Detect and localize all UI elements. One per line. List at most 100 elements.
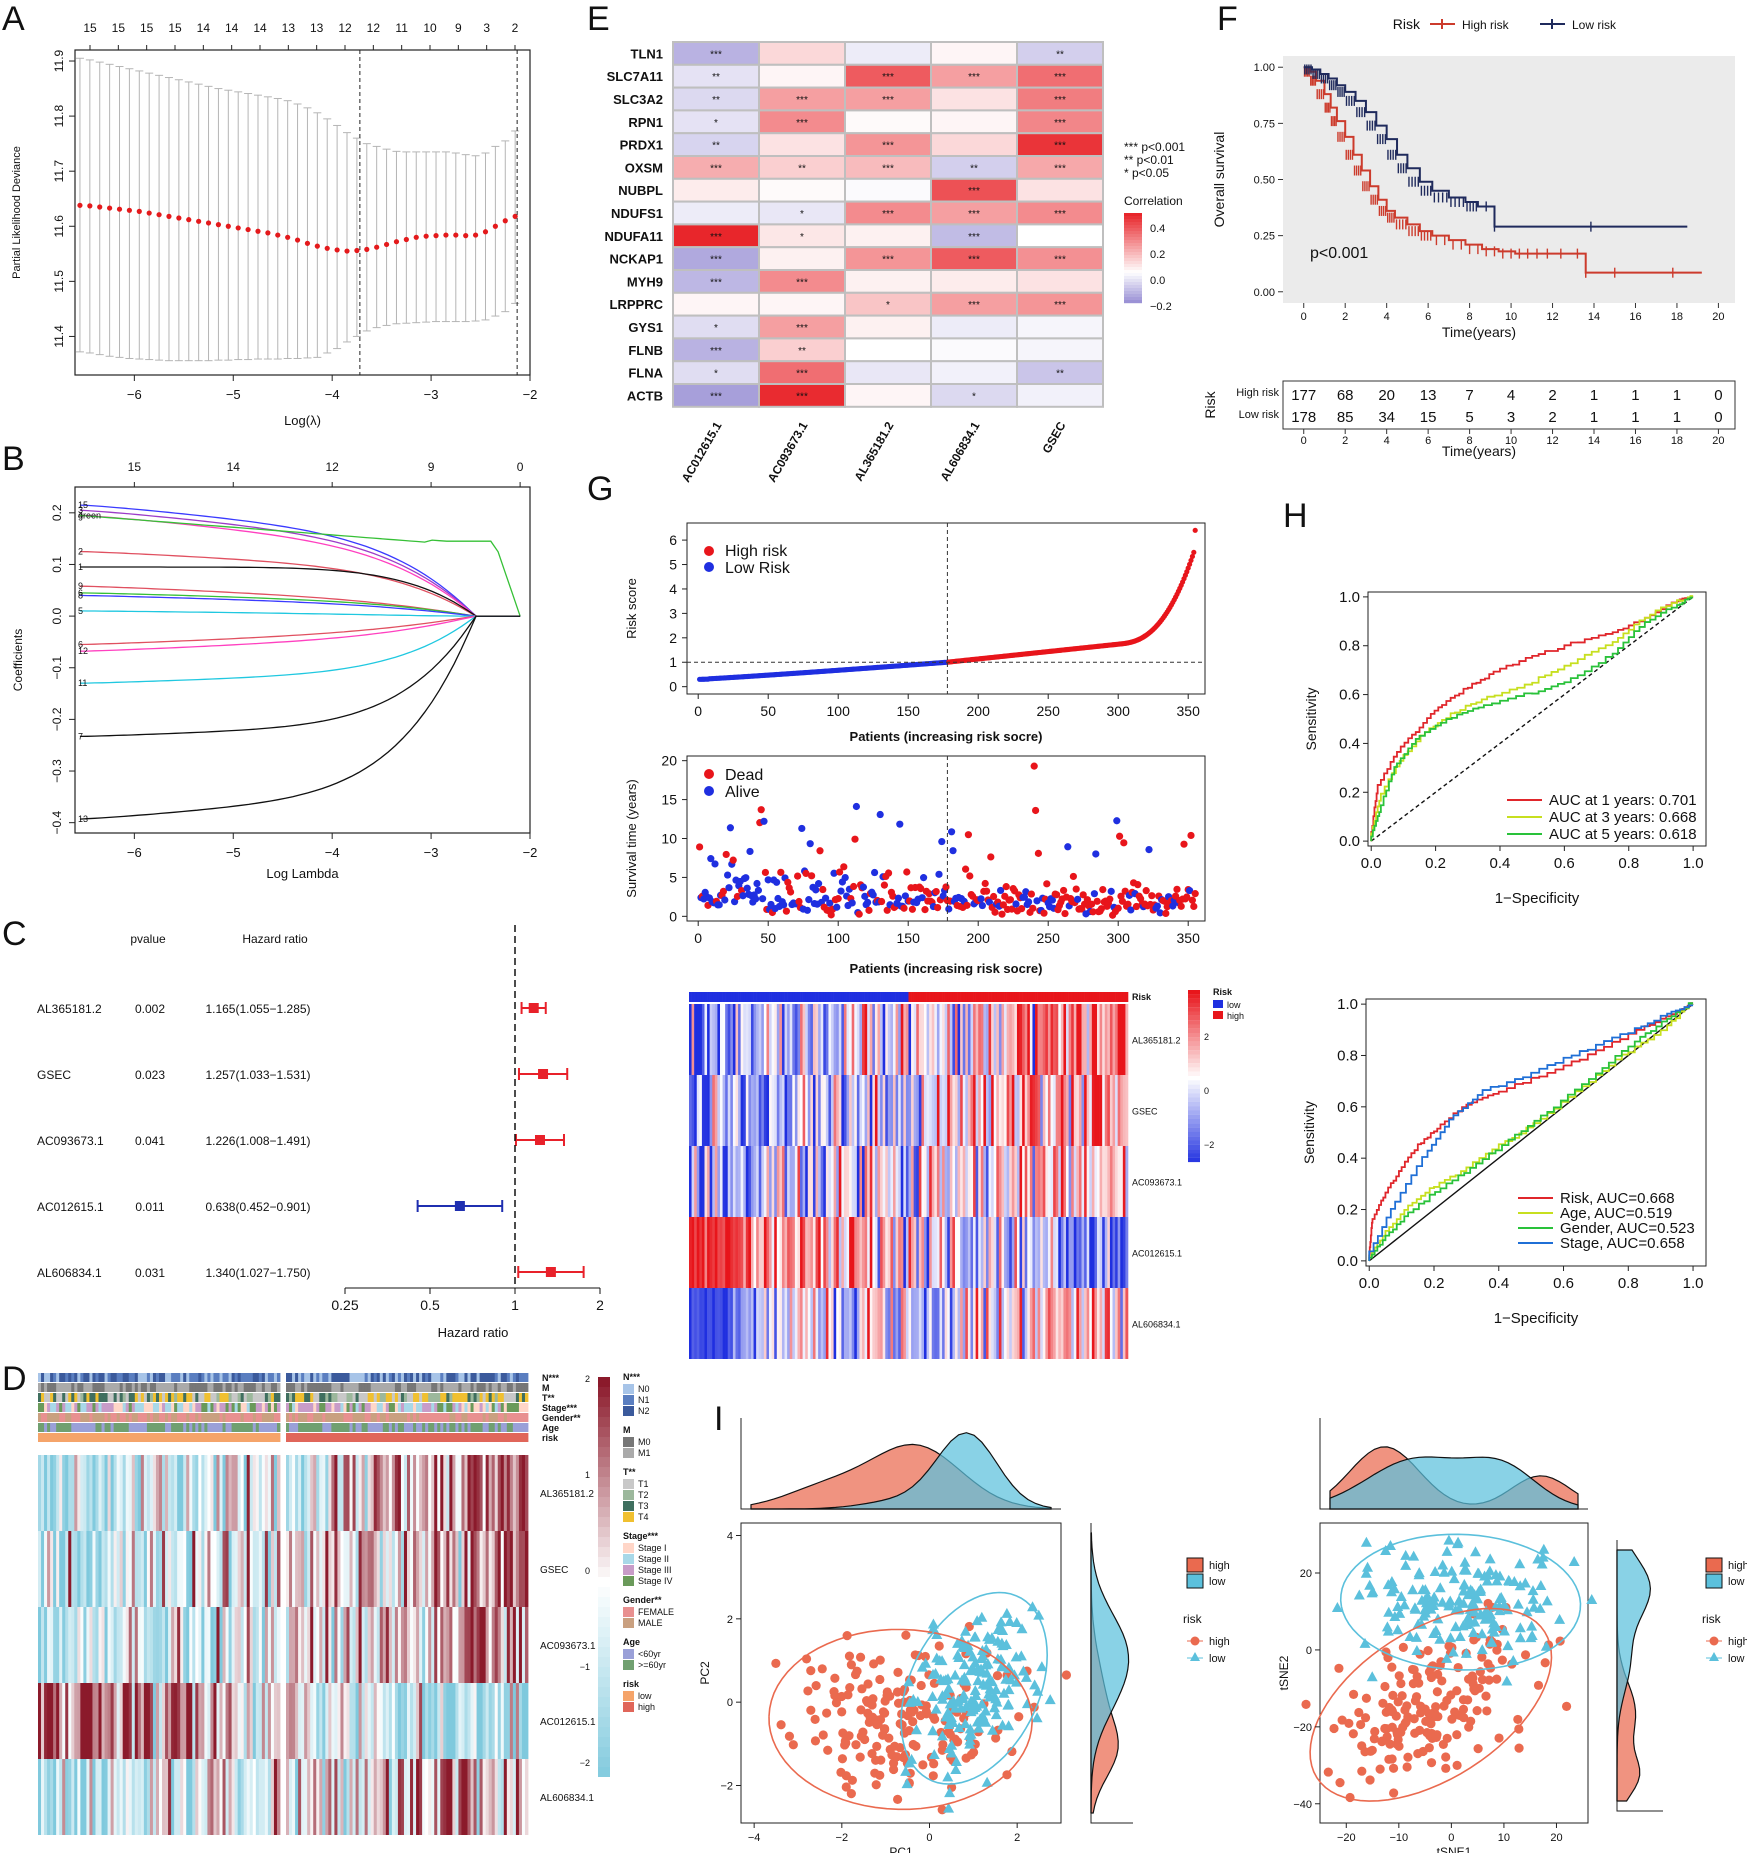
heatmap-cell [1058, 1288, 1062, 1359]
annotation-cell [98, 1403, 102, 1412]
annotation-cell [425, 1433, 429, 1442]
heatmap-cell [95, 1683, 99, 1759]
x-tick-label: 6 [1425, 435, 1431, 447]
annotation-cell [289, 1423, 293, 1432]
heatmap-cell [328, 1607, 332, 1683]
annotation-cell [307, 1413, 311, 1422]
point-high [837, 1707, 847, 1717]
significance-stars: * [714, 118, 718, 129]
heatmap-cell [428, 1531, 432, 1607]
annotation-cell [292, 1403, 296, 1412]
colorbar-tick: −0.2 [1150, 301, 1172, 313]
heatmap-cell [488, 1683, 493, 1759]
annotation-cell [385, 1403, 390, 1412]
heatmap-cell [753, 1075, 757, 1146]
survival-point [715, 901, 723, 909]
heatmap-cell [461, 1683, 465, 1759]
annotation-cell [104, 1433, 108, 1442]
y-tick-label: 11.4 [52, 325, 66, 348]
annotation-cell [128, 1393, 133, 1402]
annotation-cell [183, 1433, 187, 1442]
heatmap-cell [1084, 1146, 1087, 1217]
heatmap-cell [867, 1146, 871, 1217]
heatmap-cell [416, 1759, 420, 1835]
corr-cell [758, 41, 846, 66]
heatmap-cell [449, 1455, 453, 1531]
annotation-cell [59, 1403, 63, 1412]
annotation-cell [237, 1373, 242, 1382]
annotation-cell [107, 1383, 111, 1392]
heatmap-cell [864, 1004, 868, 1075]
risk-annotation-cell [1035, 992, 1038, 1002]
annotation-cell [186, 1403, 190, 1412]
risk-annotation-cell [1089, 992, 1093, 1002]
heatmap-cell [95, 1455, 99, 1531]
risk-annotation-cell [895, 992, 899, 1002]
annotation-cell [77, 1413, 81, 1422]
annotation-cell [518, 1403, 523, 1412]
annotation-cell [479, 1413, 484, 1422]
annotation-cell [252, 1383, 257, 1392]
corr-cell [844, 337, 932, 363]
heatmap-cell [407, 1683, 411, 1759]
heatmap-cell [820, 1075, 824, 1146]
heatmap-cell [859, 1146, 863, 1217]
point-high [806, 1666, 816, 1676]
heatmap-cell [222, 1531, 226, 1607]
annotation-cell [358, 1423, 363, 1432]
heatmap-cell [960, 1075, 964, 1146]
heatmap-cell [694, 1146, 698, 1217]
y-axis-label: Overall survival [1211, 132, 1227, 228]
annotation-cell [80, 1423, 84, 1432]
heatmap-cell [836, 1075, 840, 1146]
heatmap-cell [346, 1455, 350, 1531]
annotation-cell [201, 1403, 205, 1412]
annotation-cell [506, 1413, 511, 1422]
heatmap-cell [503, 1683, 508, 1759]
heatmap-cell [437, 1455, 441, 1531]
heatmap-cell [949, 1288, 953, 1359]
heatmap-cell [1125, 1146, 1129, 1217]
heatmap-cell [228, 1683, 232, 1759]
survival-point [864, 898, 872, 906]
heatmap-cell [307, 1607, 311, 1683]
heatmap-cell [895, 1217, 899, 1288]
heatmap-cell [978, 1288, 982, 1359]
heatmap-cell [712, 1146, 716, 1217]
heatmap-cell [273, 1455, 278, 1531]
heatmap-cell [122, 1455, 127, 1531]
annotation-cell [210, 1383, 214, 1392]
point-high [870, 1768, 880, 1778]
annotation-cell [289, 1433, 293, 1442]
heatmap-cell [1089, 1288, 1093, 1359]
annotation-cell [41, 1373, 45, 1382]
risk-annotation-cell [908, 992, 912, 1002]
annotation-cell [159, 1373, 163, 1382]
corr-cell [758, 177, 846, 203]
annotation-cell [440, 1383, 444, 1392]
annotation-cell [316, 1413, 320, 1422]
annotation-cell [149, 1403, 154, 1412]
heatmap-cell [998, 1217, 1002, 1288]
heatmap-cell [869, 1288, 873, 1359]
annotation-cell [113, 1373, 118, 1382]
heatmap-gene-label: AL365181.2 [1132, 1036, 1181, 1046]
significance-stars: *** [1054, 255, 1066, 266]
risk-annotation-cell [1084, 992, 1087, 1002]
annotation-cell [379, 1383, 384, 1392]
heatmap-cell [255, 1759, 260, 1835]
heatmap-cell [38, 1683, 42, 1759]
heatmap-cell [812, 1288, 816, 1359]
colorbar-segment [598, 1427, 610, 1437]
heatmap-cell [1011, 1146, 1015, 1217]
annotation-cell [56, 1373, 60, 1382]
risk-annotation-cell [828, 992, 832, 1002]
annotation-cell [497, 1423, 502, 1432]
heatmap-cell [988, 1217, 992, 1288]
corr-cell [930, 337, 1018, 363]
heatmap-cell [44, 1759, 48, 1835]
heatmap-cell [1009, 1146, 1013, 1217]
annotation-cell [355, 1403, 359, 1412]
risk-annotation-cell [918, 992, 922, 1002]
survival-point [1148, 892, 1156, 900]
